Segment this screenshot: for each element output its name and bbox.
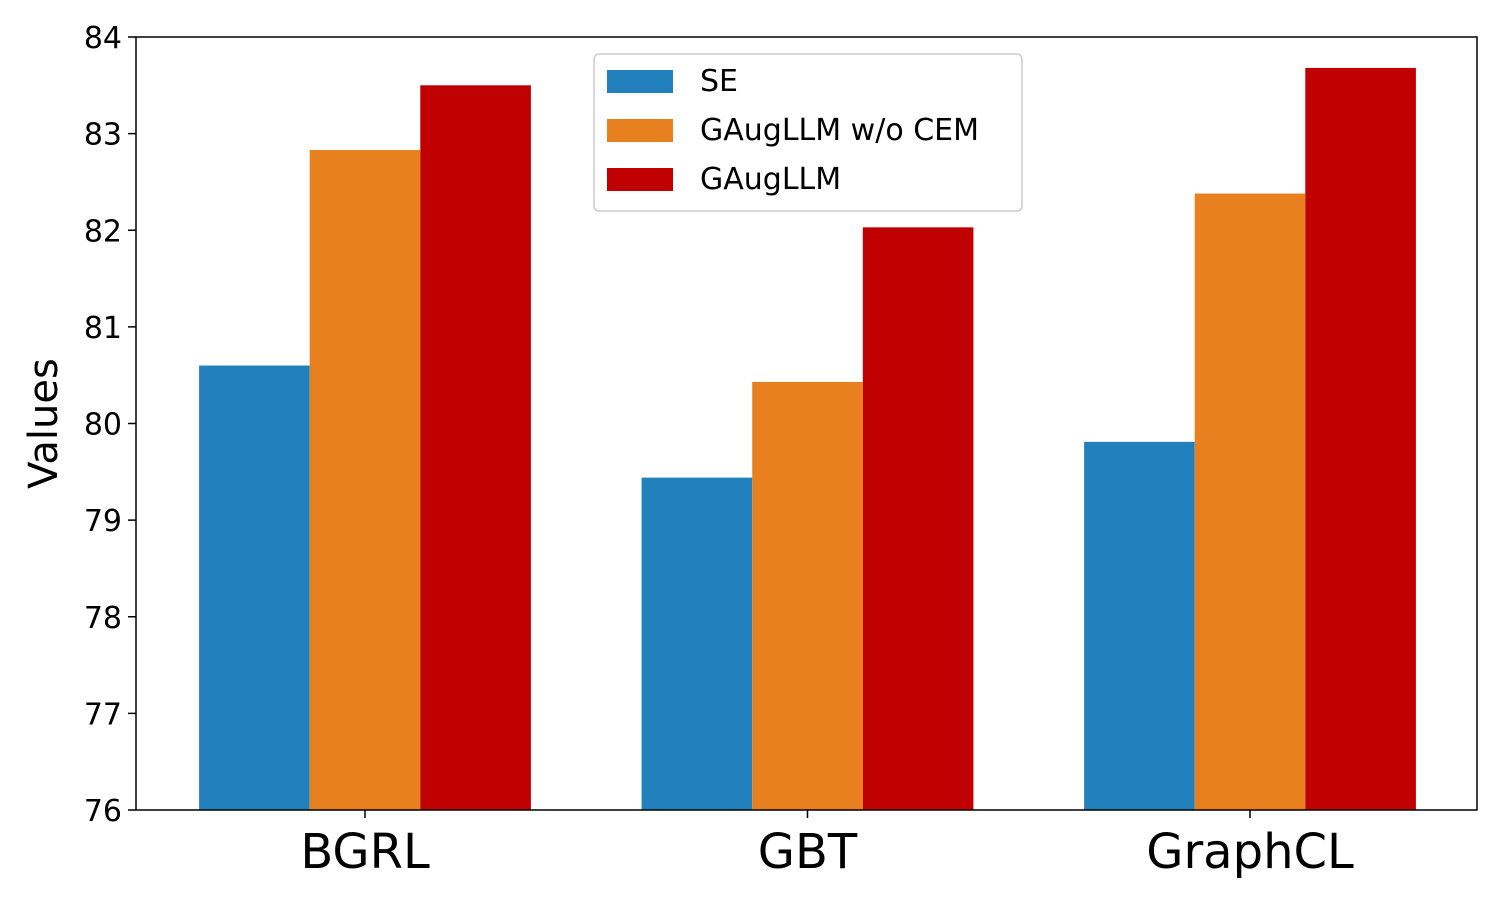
y-tick-label: 79 [84,504,122,539]
legend-box [593,53,1023,212]
legend-label: GAugLLM [700,162,841,197]
y-tick-label: 83 [84,118,122,153]
y-tick-label: 78 [84,601,122,636]
bar-gaugllm-gbt [862,227,974,810]
x-tick-label-graphcl: GraphCL [1146,824,1354,880]
y-axis-title: Values [21,358,67,489]
bar-gaugllm-w-o-cem-bgrl [309,150,421,810]
legend-swatch [607,168,673,191]
x-axis-ticks: BGRL GBT GraphCL [300,810,1354,880]
y-axis-ticks: 76 77 78 79 80 81 82 83 84 [84,21,136,829]
bar-se-bgrl [199,365,310,810]
x-tick-label-bgrl: BGRL [300,824,430,880]
legend-swatch [607,119,673,142]
bar-gaugllm-w-o-cem-gbt [752,381,863,810]
y-tick-label: 81 [84,311,122,346]
bar-gaugllm-graphcl [1305,67,1416,811]
y-tick-label: 82 [84,214,122,249]
bar-gaugllm-w-o-cem-graphcl [1194,193,1306,811]
bar-se-gbt [641,477,753,810]
legend: SE GAugLLM w/o CEM GAugLLM [593,53,1023,212]
x-tick-label-gbt: GBT [758,824,858,880]
legend-label: SE [700,64,738,99]
y-tick-label: 84 [84,21,122,56]
y-tick-label: 76 [84,794,122,829]
legend-swatch [607,70,673,93]
y-tick-label: 77 [84,697,122,732]
plot-frame [135,36,1478,811]
y-tick-label: 80 [84,408,122,443]
legend-label: GAugLLM w/o CEM [700,113,979,148]
bar-se-graphcl [1084,441,1195,810]
bar-gaugllm-bgrl [420,85,531,810]
bars-group [199,67,1416,811]
